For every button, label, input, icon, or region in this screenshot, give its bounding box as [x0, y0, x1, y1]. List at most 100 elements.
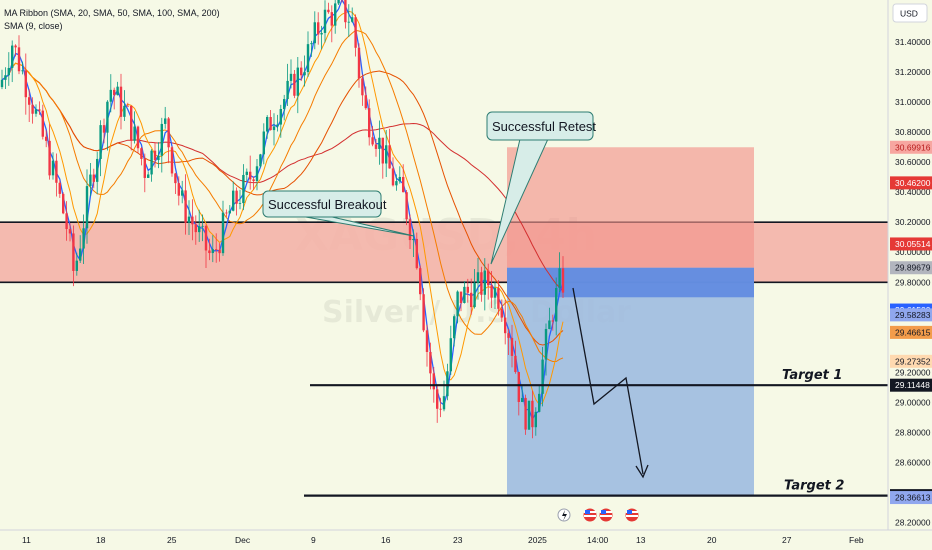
candle: [45, 130, 48, 148]
candle: [395, 174, 398, 191]
candle: [341, 0, 343, 3]
price-tick-label: 30.20000: [895, 217, 931, 227]
candle: [449, 325, 452, 375]
candle: [221, 200, 225, 256]
candle: [453, 314, 456, 347]
currency-label[interactable]: USD: [900, 9, 918, 19]
candle: [558, 252, 561, 293]
breakout-callout-text: Successful Breakout: [268, 197, 387, 212]
candle: [459, 291, 463, 312]
projection-path: [572, 287, 644, 475]
time-tick-label: 23: [453, 535, 463, 545]
candle: [276, 114, 279, 132]
candle: [96, 151, 99, 195]
candle: [238, 189, 242, 210]
candle: [113, 87, 116, 110]
price-label: 29.27352: [890, 354, 932, 368]
candle: [555, 277, 558, 336]
candle: [354, 14, 357, 57]
candle: [14, 44, 17, 57]
us-flag-icon[interactable]: [583, 508, 597, 522]
candle: [415, 232, 418, 270]
candle: [476, 257, 480, 300]
candle: [153, 142, 157, 168]
candle: [215, 233, 218, 263]
svg-text:29.11448: 29.11448: [895, 380, 930, 390]
price-tick-label: 30.40000: [895, 187, 931, 197]
price-labels: 30.6991630.4620030.0551429.8967929.61500…: [890, 140, 932, 505]
candle: [310, 40, 313, 57]
candle: [109, 74, 112, 113]
candle: [133, 111, 136, 144]
candle: [548, 307, 551, 330]
price-tick-label: 29.80000: [895, 277, 931, 287]
candle: [62, 192, 65, 215]
candle: [483, 258, 486, 311]
us-flag-icon[interactable]: [599, 508, 613, 522]
candle: [517, 371, 520, 416]
event-icons: [557, 508, 639, 522]
candle: [85, 169, 89, 244]
candle: [306, 31, 310, 78]
time-tick-label: 27: [782, 535, 792, 545]
candle: [232, 181, 235, 212]
candle: [187, 200, 191, 235]
svg-text:30.69916: 30.69916: [895, 142, 931, 152]
candle: [283, 94, 286, 121]
retest-callout: Successful Retest: [486, 111, 596, 265]
candle: [561, 256, 565, 298]
candle: [463, 281, 466, 304]
price-tick-label: 30.80000: [895, 127, 931, 137]
moving-averages: [1, 0, 564, 421]
candle: [177, 176, 180, 206]
candle: [323, 0, 327, 43]
candle: [249, 155, 252, 190]
candle: [208, 238, 211, 261]
candle: [303, 55, 306, 87]
candle: [521, 386, 524, 403]
candle: [361, 74, 364, 106]
candle: [198, 209, 201, 242]
time-tick-label: 14:00: [587, 535, 609, 545]
candle: [412, 229, 415, 258]
time-tick-label: 2025: [528, 535, 547, 545]
currency-box: [892, 3, 928, 23]
price-label: 29.11448: [890, 378, 932, 392]
candle: [371, 126, 374, 147]
candle: [0, 69, 4, 90]
candle: [136, 125, 140, 154]
candle: [204, 224, 208, 268]
candle: [286, 63, 289, 106]
target-1-label: Target 1: [782, 368, 842, 383]
candle: [544, 323, 548, 376]
price-label: 29.46615: [890, 325, 932, 339]
candle: [191, 199, 194, 241]
time-tick-label: Feb: [849, 535, 864, 545]
target-2-label: Target 2: [784, 479, 844, 494]
candle: [504, 299, 507, 345]
candle: [242, 164, 245, 211]
candle: [119, 73, 123, 130]
candle: [259, 153, 262, 168]
candle: [184, 174, 187, 235]
svg-text:29.27352: 29.27352: [895, 356, 931, 366]
candle: [320, 25, 323, 50]
candle: [225, 209, 228, 217]
candle: [490, 271, 493, 308]
candle: [551, 314, 554, 331]
candle: [374, 138, 378, 157]
svg-text:30.05514: 30.05514: [895, 239, 931, 249]
candle: [419, 265, 422, 301]
candle: [255, 159, 259, 191]
candle: [58, 180, 61, 198]
us-flag-icon[interactable]: [625, 508, 639, 522]
svg-text:29.89679: 29.89679: [895, 263, 931, 273]
time-tick-label: 11: [22, 535, 31, 545]
entry-band: [507, 267, 754, 298]
candle: [344, 0, 347, 29]
price-tick-label: 28.60000: [895, 457, 931, 467]
svg-text:30.46200: 30.46200: [895, 178, 931, 188]
ma-100-line: [1, 62, 564, 346]
time-axis-bg: [0, 530, 932, 550]
